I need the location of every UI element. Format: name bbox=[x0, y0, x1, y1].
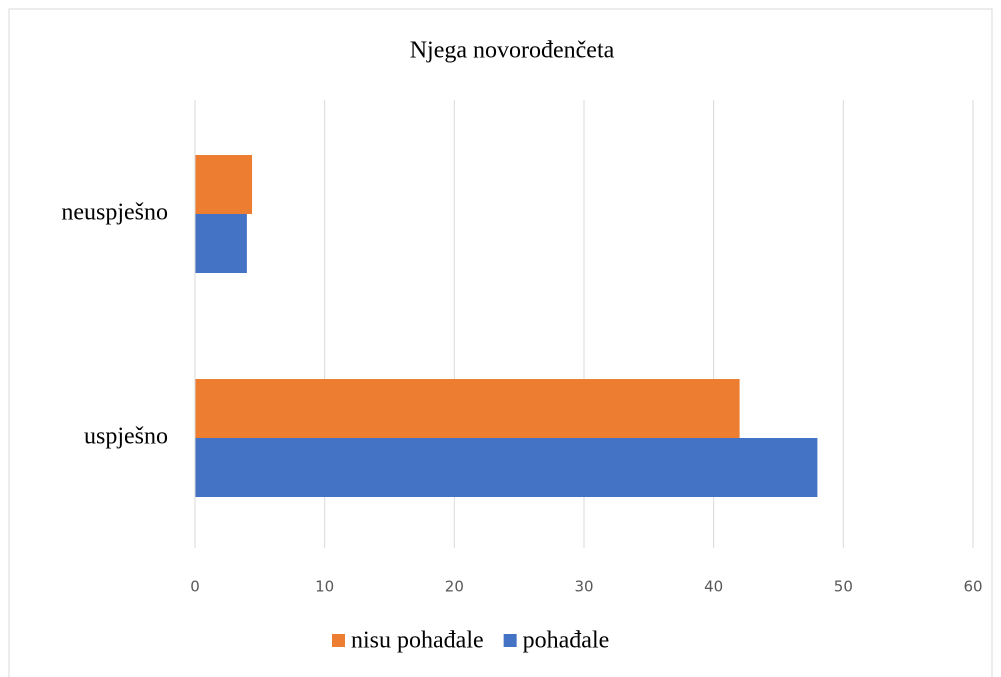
x-tick-label: 20 bbox=[445, 578, 464, 596]
y-tick-label: uspješno bbox=[84, 424, 168, 450]
bar bbox=[195, 438, 818, 497]
y-tick-label: neuspješno bbox=[61, 200, 168, 226]
bar bbox=[195, 379, 740, 438]
x-tick-label: 30 bbox=[574, 578, 593, 596]
x-tick-label: 10 bbox=[315, 578, 334, 596]
legend-swatch bbox=[503, 634, 517, 647]
x-tick-label: 0 bbox=[190, 578, 200, 596]
legend-label: pohađale bbox=[523, 628, 610, 654]
chart-border bbox=[8, 8, 993, 677]
bar bbox=[195, 155, 253, 214]
x-tick-label: 40 bbox=[704, 578, 723, 596]
bar bbox=[195, 214, 247, 273]
legend-label: nisu pohađale bbox=[351, 628, 484, 654]
legend-swatch bbox=[332, 634, 345, 647]
x-tick-label: 50 bbox=[834, 578, 853, 596]
chart-title: Njega novorođenčeta bbox=[410, 38, 615, 64]
x-tick-label: 60 bbox=[963, 578, 982, 596]
